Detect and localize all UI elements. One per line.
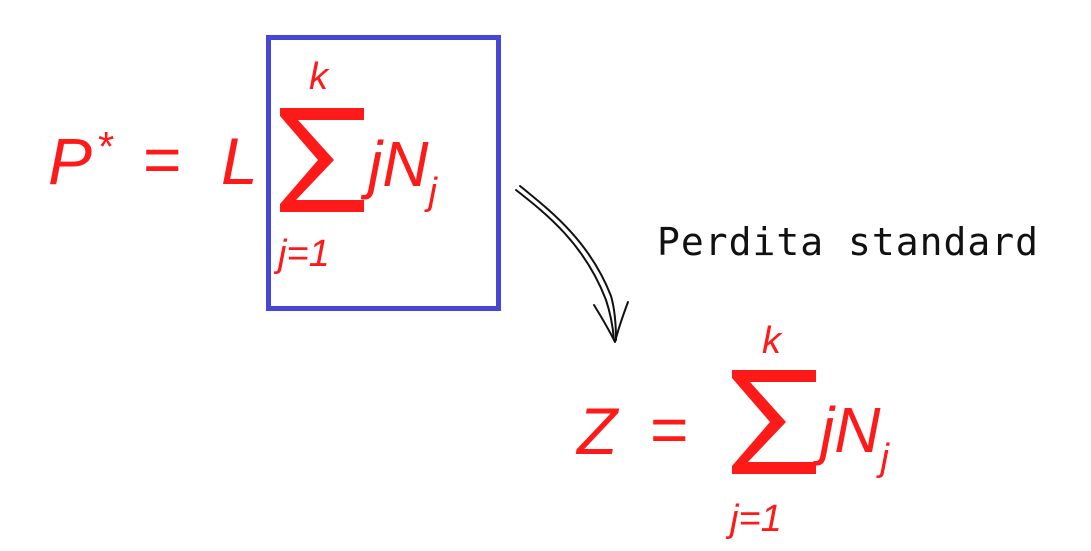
equation-bottom-lhs: Z — [577, 394, 618, 468]
equation-bottom-sum-upper: k — [762, 320, 781, 362]
equation-bottom-term: jNj — [820, 398, 889, 477]
equation-bottom-equals: = — [650, 392, 689, 466]
equation-top-factor: L — [221, 124, 258, 198]
equation-top-lhs: P — [48, 124, 93, 198]
equation-top-term-main: jN — [368, 128, 429, 200]
equation-top-sum-lower: j=1 — [278, 233, 330, 275]
annotation-label: Perdita standard — [657, 220, 1040, 264]
equation-top-sum-upper: k — [309, 56, 328, 98]
sigma-top-icon — [280, 108, 364, 212]
equation-top-equals: = — [143, 122, 182, 196]
highlight-box — [266, 35, 501, 311]
equation-bottom-sum-lower: j=1 — [730, 498, 782, 540]
equation-top-term-subscript: j — [428, 171, 437, 213]
equation-bottom-term-subscript: j — [880, 437, 889, 479]
equation-bottom-term-main: jN — [820, 394, 881, 466]
equation-top-superscript: * — [98, 123, 115, 170]
sigma-bottom-icon — [732, 370, 816, 474]
equation-top-term: jNj — [368, 132, 437, 211]
